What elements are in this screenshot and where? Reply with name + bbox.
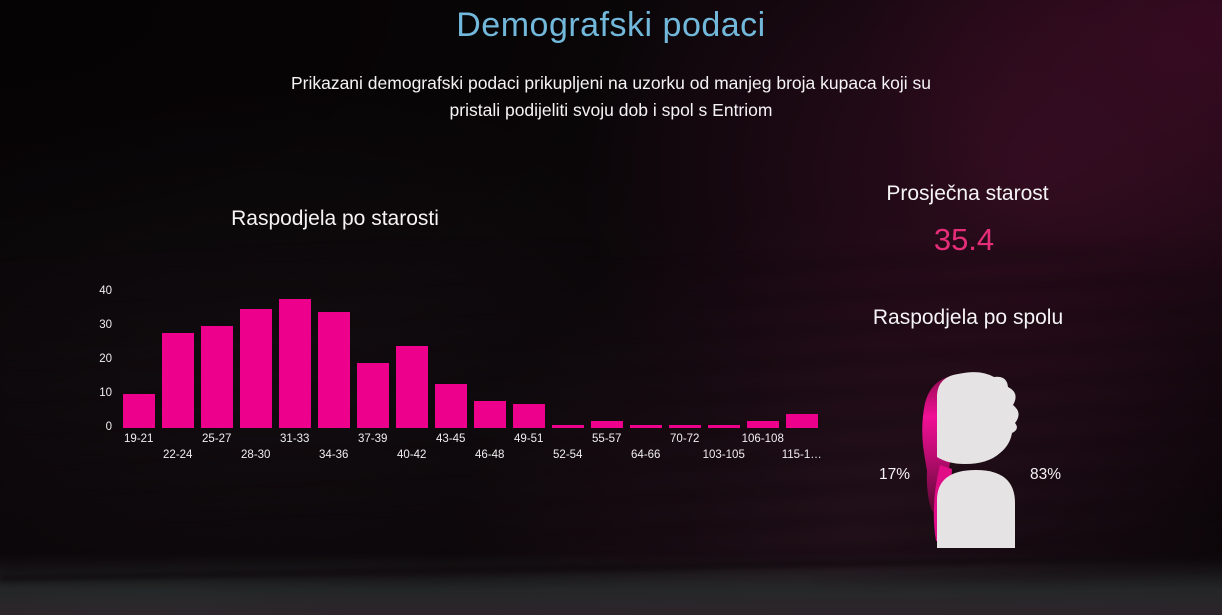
x-tick-115-1…: 115-1…	[781, 449, 822, 461]
y-tick-10: 10	[99, 387, 112, 399]
age-chart-title: Raspodjela po starosti	[231, 207, 439, 230]
bar-slot-64-66: 64-66	[630, 288, 662, 461]
x-tick-31-33: 31-33	[280, 433, 310, 445]
x-tick-19-21: 19-21	[124, 433, 154, 445]
bar-slot-34-36: 34-36	[318, 288, 350, 461]
male-silhouette-icon	[937, 372, 1019, 548]
x-tick-52-54: 52-54	[553, 449, 583, 461]
bar-103-105	[708, 424, 740, 428]
x-tick-37-39: 37-39	[358, 433, 388, 445]
bar-25-27	[201, 326, 233, 428]
male-percentage: 83%	[1030, 466, 1062, 483]
subtitle-line-2: pristali podijeliti svoju dob i spol s E…	[449, 100, 773, 120]
bar-slot-22-24: 22-24	[162, 288, 194, 461]
x-tick-70-72: 70-72	[670, 433, 700, 445]
bar-slot-115-1…: 115-1…	[782, 288, 822, 461]
x-tick-34-36: 34-36	[319, 449, 349, 461]
bar-slot-25-27: 25-27	[201, 288, 233, 445]
bar-70-72	[669, 424, 701, 428]
bar-49-51	[513, 404, 545, 428]
x-tick-25-27: 25-27	[202, 433, 232, 445]
x-tick-103-105: 103-105	[702, 449, 745, 461]
y-tick-0: 0	[105, 421, 112, 433]
x-tick-40-42: 40-42	[397, 449, 427, 461]
gender-silhouettes	[922, 372, 1019, 548]
bar-106-108	[747, 421, 779, 428]
bar-43-45	[435, 383, 467, 428]
y-tick-40: 40	[99, 285, 112, 297]
bar-31-33	[279, 298, 311, 428]
x-tick-55-57: 55-57	[592, 433, 622, 445]
bar-46-48	[474, 400, 506, 428]
bar-slot-40-42: 40-42	[396, 288, 428, 461]
x-tick-46-48: 46-48	[475, 449, 505, 461]
bar-slot-46-48: 46-48	[474, 288, 506, 461]
bar-slot-106-108: 106-108	[742, 288, 784, 445]
bar-slot-103-105: 103-105	[703, 288, 745, 461]
bar-slot-55-57: 55-57	[591, 288, 623, 445]
x-tick-43-45: 43-45	[436, 433, 466, 445]
bar-37-39	[357, 363, 389, 428]
x-tick-106-108: 106-108	[741, 433, 784, 445]
bar-slot-31-33: 31-33	[279, 288, 311, 445]
page-title: Demografski podaci	[456, 6, 766, 44]
page-subtitle: Prikazani demografski podaci prikupljeni…	[0, 70, 1222, 124]
bar-slot-28-30: 28-30	[240, 288, 272, 461]
bar-28-30	[240, 309, 272, 428]
x-tick-22-24: 22-24	[163, 449, 193, 461]
bar-115-1…	[786, 414, 818, 428]
bar-slot-52-54: 52-54	[552, 288, 584, 461]
bar-slot-19-21: 19-21	[123, 288, 155, 445]
bar-slot-43-45: 43-45	[435, 288, 467, 445]
bar-22-24	[162, 332, 194, 428]
bar-slot-49-51: 49-51	[513, 288, 545, 445]
x-tick-49-51: 49-51	[514, 433, 544, 445]
age-histogram: 19-21 22-24 25-27 28-30 31-33 34-36 37-39 40-42…	[123, 288, 822, 461]
y-tick-30: 30	[99, 319, 112, 331]
bar-19-21	[123, 394, 155, 428]
female-percentage: 17%	[878, 466, 910, 483]
gender-section-title: Raspodjela po spolu	[872, 306, 1064, 329]
bar-40-42	[396, 346, 428, 428]
bar-52-54	[552, 424, 584, 428]
average-age-value: 35.4	[933, 222, 995, 257]
y-tick-20: 20	[99, 353, 112, 365]
y-axis: 0 10 20 30 40	[80, 285, 112, 433]
bar-34-36	[318, 312, 350, 428]
subtitle-line-1: Prikazani demografski podaci prikupljeni…	[290, 73, 932, 93]
bar-55-57	[591, 421, 623, 428]
x-tick-28-30: 28-30	[241, 449, 271, 461]
bar-slot-70-72: 70-72	[669, 288, 701, 445]
x-tick-64-66: 64-66	[631, 449, 661, 461]
bar-64-66	[630, 424, 662, 428]
gender-figure	[900, 365, 1050, 555]
bar-slot-37-39: 37-39	[357, 288, 389, 445]
average-age-label: Prosječna starost	[886, 182, 1049, 205]
